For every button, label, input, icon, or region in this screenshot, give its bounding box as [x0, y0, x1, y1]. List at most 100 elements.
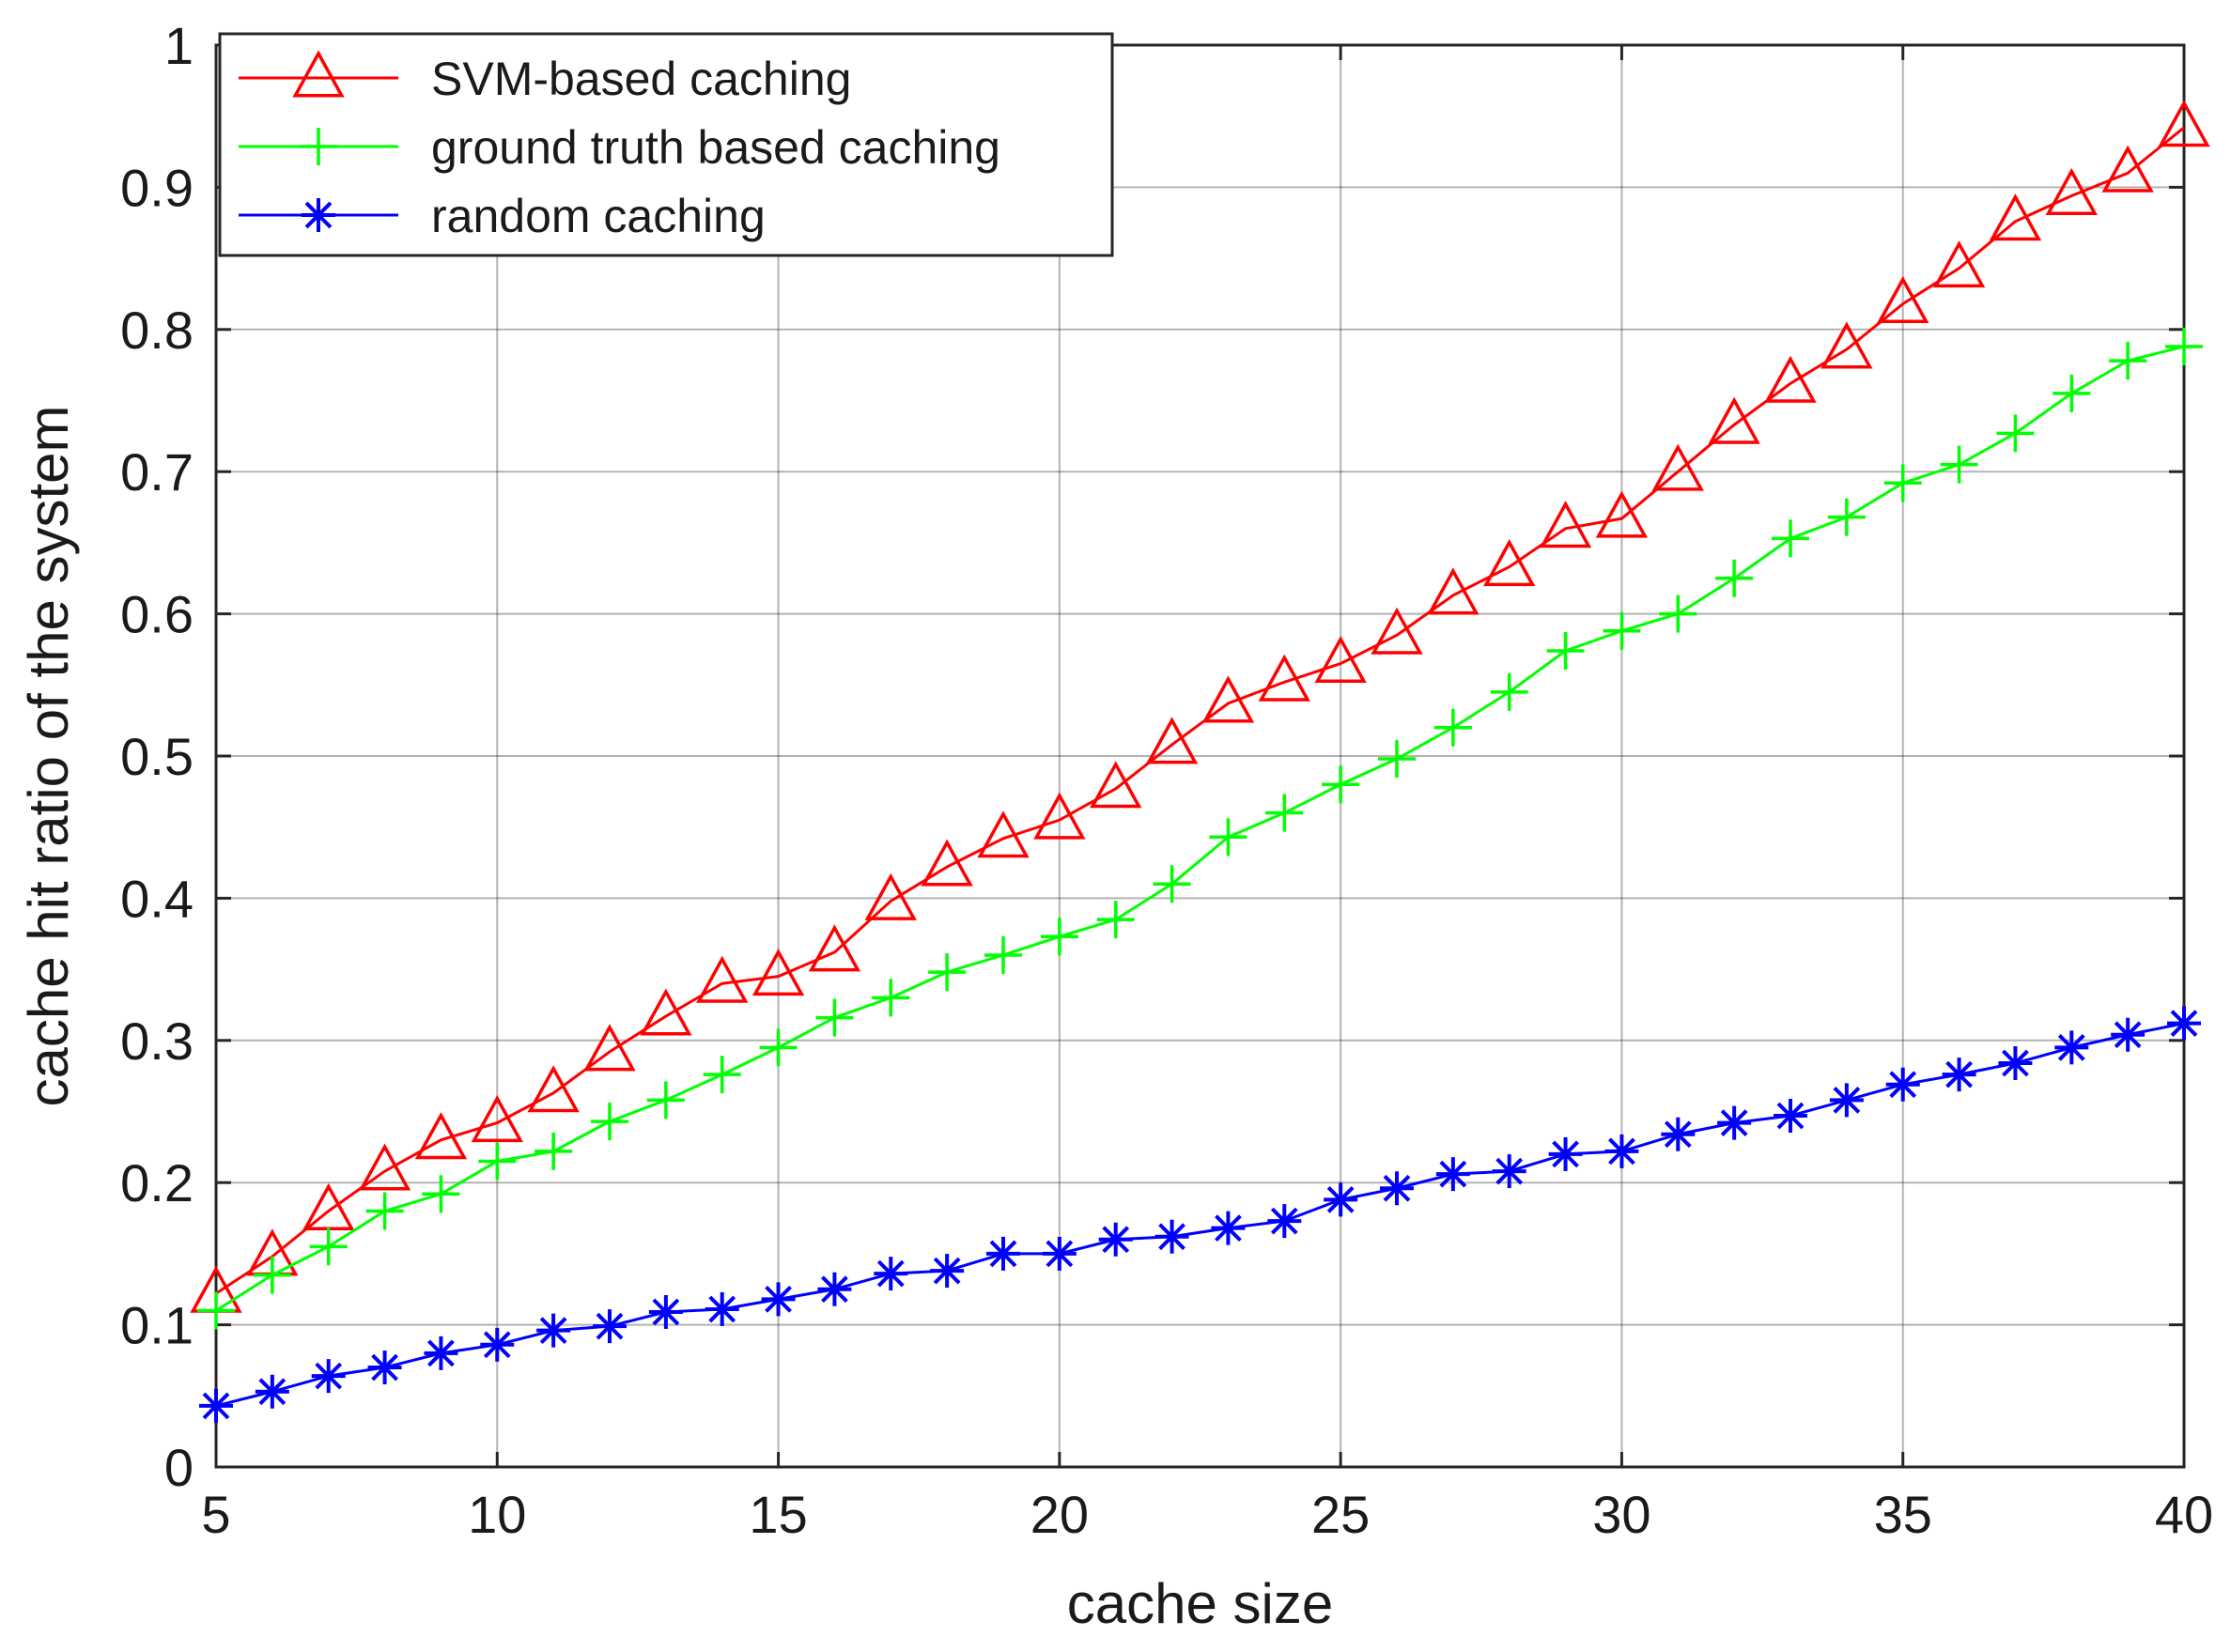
- data-point-2-d2: [202, 1392, 230, 1420]
- data-point-2: [1435, 1157, 1470, 1192]
- data-point-1: [1433, 708, 1472, 747]
- data-point-2-d2: [989, 1240, 1017, 1268]
- data-point-2: [311, 1359, 346, 1394]
- x-tick-label: 25: [1311, 1485, 1370, 1544]
- data-point-1: [1940, 445, 1978, 484]
- data-point-0: [808, 924, 861, 972]
- data-point-2: [874, 1257, 908, 1291]
- data-point-1: [703, 1056, 741, 1094]
- x-tick-label: 10: [468, 1485, 526, 1544]
- y-tick-label: 1: [164, 16, 194, 75]
- data-point-1: [1603, 611, 1641, 650]
- data-point-0: [751, 949, 805, 996]
- data-point-2-d2: [1720, 1109, 1748, 1136]
- data-point-0: [1877, 275, 1929, 324]
- data-point-0: [696, 955, 749, 1003]
- series-1: [197, 327, 2203, 1330]
- legend-marker-0: [292, 50, 345, 98]
- data-point-1: [197, 1291, 235, 1330]
- series-line-1: [215, 345, 2185, 1312]
- data-point-2-d2: [2170, 1010, 2198, 1038]
- x-tick-label: 40: [2155, 1485, 2213, 1544]
- x-tick-label: 30: [1592, 1485, 1650, 1544]
- data-point-2-d2: [1495, 1157, 1524, 1185]
- data-point-1: [984, 935, 1022, 974]
- data-point-2-d2: [1158, 1223, 1185, 1251]
- data-point-1: [1265, 794, 1304, 832]
- data-point-0: [1314, 635, 1367, 684]
- data-point-2-d2: [1889, 1071, 1917, 1099]
- data-point-2-d2: [1608, 1137, 1635, 1166]
- data-point-1: [1715, 559, 1754, 597]
- legend-label-0: SVM-based caching: [431, 53, 851, 105]
- data-point-2: [255, 1374, 289, 1409]
- data-point-0: [471, 1094, 523, 1143]
- data-point-2: [1211, 1211, 1246, 1245]
- data-point-1: [1096, 901, 1135, 939]
- y-tick-label: 0.8: [120, 301, 194, 360]
- data-point-0: [1595, 490, 1649, 538]
- legend-box: [218, 32, 1114, 257]
- data-point-0: [527, 1065, 580, 1113]
- data-point-1: [1996, 414, 2035, 453]
- data-point-1: [1772, 519, 1809, 558]
- data-point-0: [1371, 607, 1423, 655]
- data-point-0: [583, 1024, 636, 1072]
- data-point-2-d2: [876, 1259, 905, 1288]
- data-point-2-d2: [427, 1339, 455, 1367]
- data-point-0: [1201, 675, 1255, 723]
- data-point-0: [1932, 240, 1986, 288]
- data-point-0: [1090, 761, 1142, 809]
- y-tick-label: 0.5: [120, 727, 194, 786]
- y-tick-label: 0.2: [120, 1153, 194, 1212]
- data-point-1: [591, 1103, 628, 1141]
- data-point-1: [422, 1175, 460, 1213]
- series-group: [190, 100, 2210, 1423]
- data-point-2: [2111, 1017, 2146, 1052]
- data-point-2: [1717, 1105, 1752, 1140]
- y-tick-label: 0.6: [120, 585, 194, 644]
- data-point-1: [1883, 464, 1922, 502]
- data-point-2: [424, 1335, 458, 1370]
- data-point-2-d2: [821, 1275, 848, 1304]
- data-point-0: [1145, 717, 1199, 764]
- data-point-2: [593, 1309, 627, 1344]
- data-point-2: [986, 1236, 1020, 1271]
- data-point-1: [1209, 818, 1247, 857]
- y-tick-label: 0: [164, 1438, 194, 1497]
- series-0: [190, 100, 2210, 1313]
- data-point-2: [536, 1313, 571, 1348]
- data-point-2-d2: [1439, 1160, 1467, 1188]
- data-point-0: [1764, 355, 1817, 403]
- data-point-2: [930, 1254, 965, 1289]
- data-point-0: [2045, 167, 2098, 215]
- data-point-1: [309, 1227, 348, 1266]
- data-point-1: [1490, 672, 1528, 711]
- data-point-2: [2054, 1030, 2089, 1065]
- data-point-2: [367, 1351, 402, 1385]
- data-point-2-d2: [1552, 1140, 1579, 1168]
- data-point-2: [1042, 1236, 1077, 1271]
- data-point-1: [1378, 740, 1416, 779]
- data-point-1: [1546, 631, 1585, 670]
- data-point-2: [761, 1282, 796, 1317]
- y-tick-label: 0.9: [120, 158, 194, 217]
- data-point-0: [640, 988, 692, 1036]
- data-point-0: [864, 872, 917, 920]
- data-point-0: [1651, 443, 1704, 491]
- data-point-2-d2: [258, 1378, 287, 1406]
- data-point-1: [365, 1192, 404, 1230]
- data-point-0: [1258, 654, 1310, 702]
- x-tick-label: 35: [1874, 1485, 1932, 1544]
- data-point-2-d2: [315, 1362, 343, 1390]
- legend-label-2: random caching: [431, 190, 766, 242]
- data-point-2-d2: [1383, 1174, 1411, 1202]
- data-point-2: [1098, 1222, 1133, 1257]
- data-point-0: [921, 839, 973, 887]
- data-point-2-d2: [765, 1285, 792, 1313]
- data-point-1: [2053, 374, 2091, 412]
- data-point-1: [759, 1028, 798, 1067]
- data-point-1: [2109, 342, 2147, 380]
